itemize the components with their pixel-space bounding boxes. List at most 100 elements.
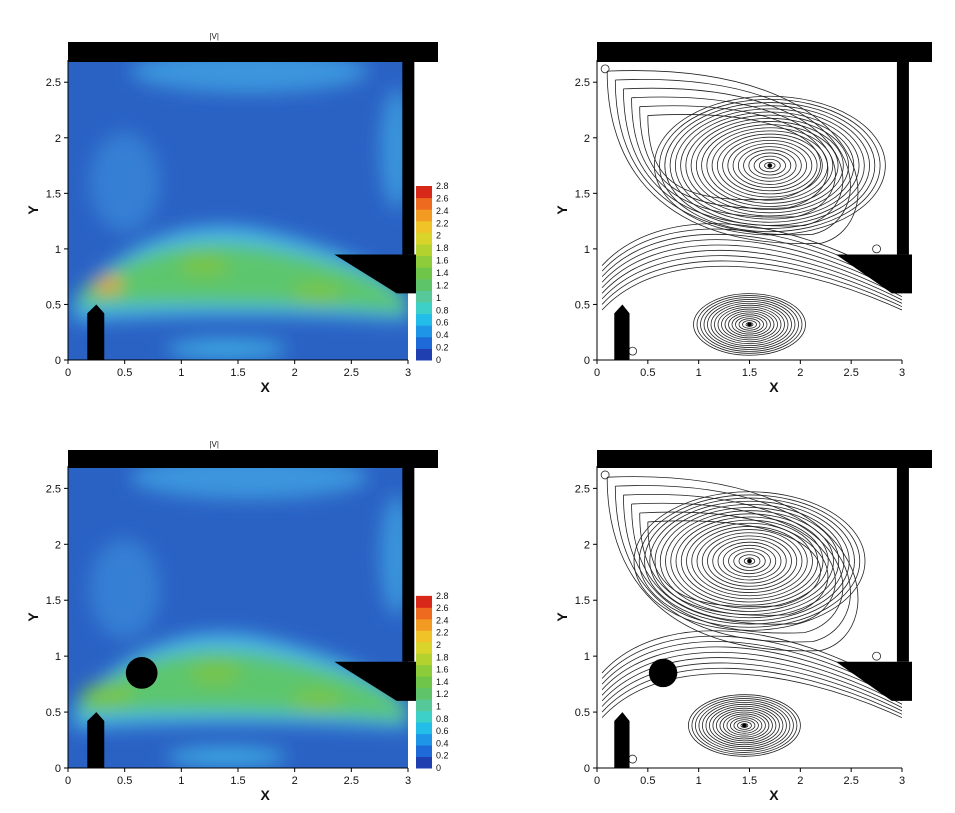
colorbar-segment [416,664,432,677]
field-blob [380,495,408,616]
x-tick-label: 3 [899,775,905,787]
colorbar-segment [416,278,432,291]
x-tick-label: 2.5 [844,775,859,787]
vortex-ring [723,713,766,738]
inlet-post [614,712,630,768]
field-blob [166,746,287,767]
colorbar-segment [416,733,432,746]
vortex-ring [649,500,850,622]
vortex-ring [722,136,818,195]
vortex-ring [712,707,777,744]
vortex-center [767,163,773,168]
vortex-ring [695,121,844,211]
y-tick-label: 0 [55,763,61,775]
y-tick-label: 1.5 [575,188,590,200]
colorbar-tick-label: 0.2 [436,751,449,761]
inlet-post [87,712,105,768]
streamline [601,651,902,705]
chart-panel-1: 0 0.5 1 1.5 2 2.5 3 0 0.5 1 1.5 2 2.5 X Y |V| 0 0.2 0.4 0.6… [25,32,449,395]
chart-title: |V| [209,32,219,41]
colorbar-segment [416,255,432,268]
streamline [614,485,851,643]
vortex-ring [698,700,791,751]
vortex-ring [743,149,797,182]
y-tick-label: 2.5 [46,483,61,495]
y-tick-label: 2 [55,539,61,551]
field-blob [380,88,408,209]
y-tick-label: 1 [55,651,61,663]
x-axis-label: X [261,787,271,803]
y-axis-label: Y [25,612,41,622]
vortex-ring [664,102,876,229]
x-axis-label: X [261,379,271,395]
x-tick-label: 0 [65,775,71,787]
colorbar-segment [416,756,432,769]
chart-panel-2: 0 0.5 1 1.5 2 2.5 3 0 0.5 1 1.5 2 2.5 X Y [554,42,932,395]
colorbar-tick-label: 2.8 [436,591,449,601]
colorbar-tick-label: 2.4 [436,206,449,216]
top-wall [68,42,438,62]
y-tick-label: 1 [584,651,590,663]
vortex-ring [707,535,792,587]
vortex-ring [732,143,807,189]
y-tick-label: 0 [584,355,590,367]
vortex-ring [743,557,756,565]
streamline [601,239,902,294]
chart-title: |V| [209,440,219,449]
vortex-ring [717,306,782,343]
right-wall [402,60,415,255]
vortex-ring [709,705,780,746]
colorbar-tick-label: 2 [436,231,441,241]
field-blob [130,60,369,94]
y-tick-label: 2 [55,133,61,145]
vortex-ring [716,133,823,198]
vortex-ring [714,304,785,345]
colorbar-segment [416,209,432,222]
streamline [601,244,902,298]
x-tick-label: 0.5 [640,775,655,787]
streamline [623,87,844,227]
vortex-ring [701,124,839,207]
step-block [835,661,912,701]
y-tick-label: 1.5 [46,188,61,200]
vortex-ring [638,494,861,628]
colorbar-tick-label: 1.2 [436,280,449,290]
hot-spot [93,276,122,293]
x-tick-label: 0 [594,367,600,379]
hot-spot [81,683,134,708]
colorbar-segment [416,197,432,210]
step-block [334,254,418,294]
streamlines [600,470,902,764]
hot-spot [189,660,242,685]
field-blob [89,132,160,233]
x-tick-label: 1 [696,367,702,379]
streamline [631,502,836,625]
x-tick-label: 2 [797,367,803,379]
cylinder-obstacle [125,657,158,689]
vortex-ring [706,127,834,204]
colorbar-tick-label: 0.6 [436,318,449,328]
vortex-ring [690,117,849,214]
colorbar-segment [416,641,432,654]
x-tick-label: 0.5 [117,775,132,787]
vortex-center [747,558,752,564]
vortex-ring [727,139,813,192]
colorbar-tick-label: 2.8 [436,181,449,191]
step-block [835,254,912,294]
colorbar-segment [416,244,432,257]
streamline [631,96,836,218]
inlet-post [614,304,630,360]
streamline [606,476,859,652]
vortex-center [747,322,752,327]
colorbar-tick-label: 1.2 [436,689,449,699]
vortex-ring [733,719,756,732]
y-tick-label: 2.5 [575,77,590,89]
colorbar-segment [416,607,432,620]
cavity-geometry [597,42,932,360]
vortex-ring [674,108,865,223]
colorbar-tick-label: 1.4 [436,268,449,278]
colorbar-tick-label: 0.8 [436,714,449,724]
x-tick-label: 1 [696,775,702,787]
colorbar-segment [416,186,432,199]
colorbar-tick-label: 0.6 [436,726,449,736]
